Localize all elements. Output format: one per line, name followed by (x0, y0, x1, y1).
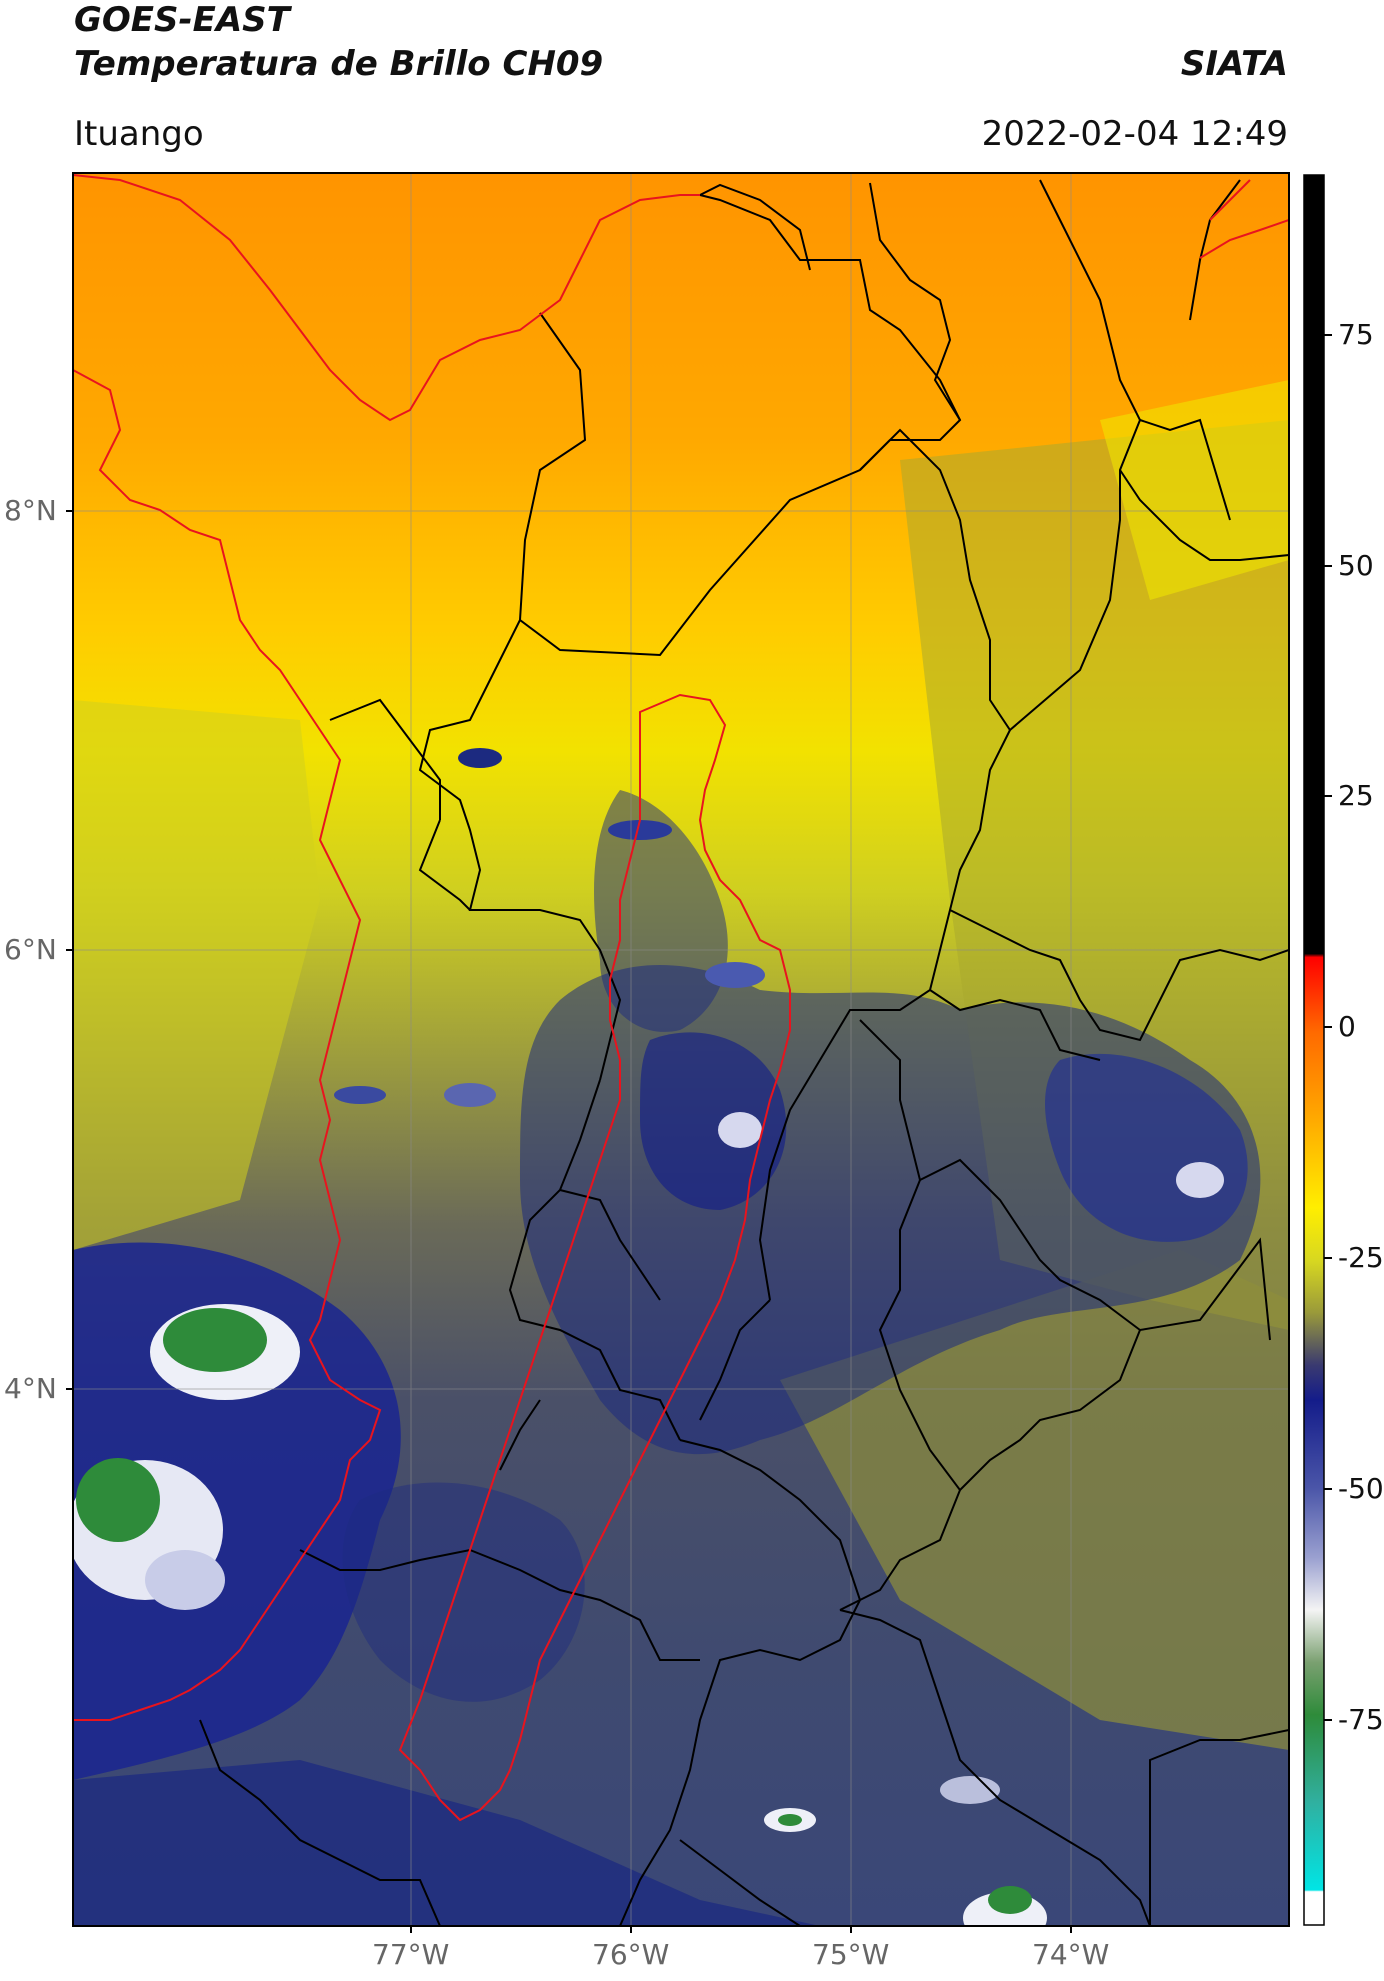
lon-label-75w: 75°W (812, 1938, 890, 1971)
department-borders (199, 179, 1289, 1926)
colorbar-label-neg50: -50 (1338, 1472, 1384, 1505)
agency-label: SIATA (1180, 44, 1288, 84)
location-label: Ituango (74, 114, 204, 154)
colorbar-ticks (1324, 334, 1332, 1721)
map-frame (72, 172, 1290, 1927)
colorbar-label-50: 50 (1338, 549, 1374, 582)
red-borders (73, 174, 1289, 1822)
colorbar-label-neg25: -25 (1338, 1241, 1384, 1274)
lon-label-77w: 77°W (372, 1938, 450, 1971)
lat-label-4n: 4°N (4, 1372, 57, 1405)
colorbar-label-neg75: -75 (1338, 1703, 1384, 1736)
colorbar-label-75: 75 (1338, 318, 1374, 351)
axis-ticks (66, 510, 1072, 1933)
colorbar-label-0: 0 (1338, 1010, 1356, 1043)
colorbar-label-25: 25 (1338, 779, 1374, 812)
lat-label-8n: 8°N (4, 494, 57, 527)
lon-label-76w: 76°W (592, 1938, 670, 1971)
lat-label-6n: 6°N (4, 933, 57, 966)
colorbar (1303, 174, 1325, 1926)
product-title: Temperatura de Brillo CH09 (74, 44, 604, 84)
timestamp-label: 2022-02-04 12:49 (981, 114, 1288, 154)
graticule (73, 173, 1289, 1926)
temperature-field (73, 173, 1289, 1926)
lon-label-74w: 74°W (1032, 1938, 1110, 1971)
satellite-title: GOES-EAST (74, 0, 290, 40)
